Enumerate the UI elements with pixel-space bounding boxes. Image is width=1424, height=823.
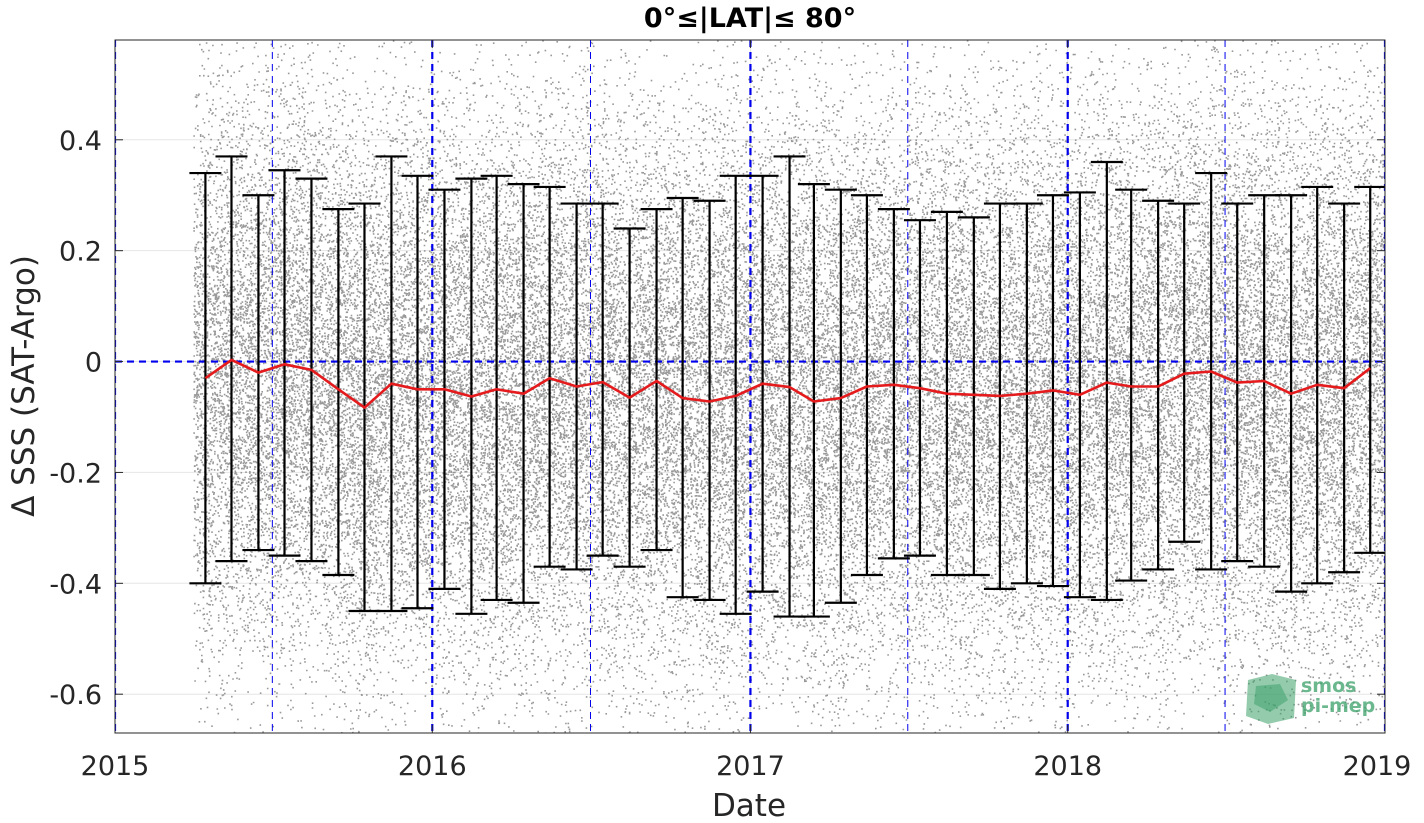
y-tick-label: -0.6 [49,680,102,711]
y-tick-label: 0.4 [59,126,102,157]
y-tick-label: -0.4 [49,569,102,600]
x-tick-label: 2018 [1033,751,1102,782]
chart-title: 0°≤|LAT|≤ 80° [644,3,856,34]
y-axis-label: Δ SSS (SAT-Argo) [6,255,42,517]
y-tick-label: 0.2 [59,237,102,268]
x-axis-label: Date [712,788,786,819]
x-tick-label: 2017 [716,751,785,782]
x-tick-label: 2015 [81,751,150,782]
watermark-text-pimep: pi-mep [1301,695,1375,717]
y-tick-label: 0 [85,348,102,379]
watermark-text-smos: smos [1301,675,1356,697]
y-tick-label: -0.2 [49,458,102,489]
x-tick-label: 2019 [1343,751,1412,782]
x-tick-label: 2016 [398,751,467,782]
